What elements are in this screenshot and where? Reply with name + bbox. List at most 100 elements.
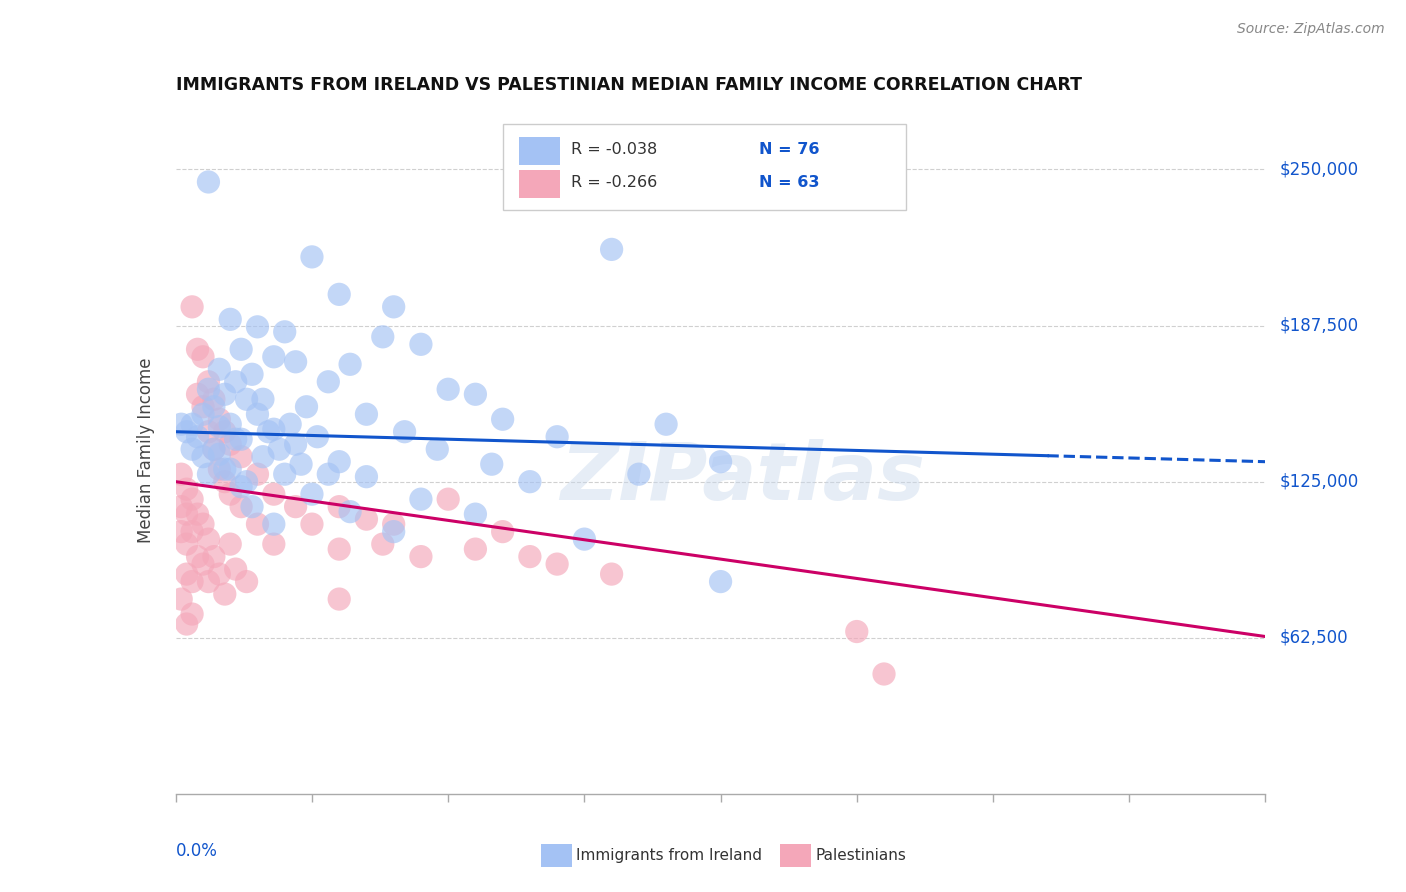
Point	[519, 475, 541, 489]
Point	[181, 300, 204, 314]
Point	[202, 400, 225, 414]
Text: 0.0%: 0.0%	[176, 842, 218, 860]
Point	[600, 243, 623, 257]
Point	[328, 455, 350, 469]
Point	[219, 437, 242, 451]
Point	[181, 574, 204, 589]
Point	[252, 392, 274, 407]
Point	[845, 624, 868, 639]
Point	[252, 450, 274, 464]
Point	[274, 325, 297, 339]
Point	[318, 375, 340, 389]
Point	[214, 462, 236, 476]
Point	[219, 487, 242, 501]
Point	[274, 467, 297, 482]
Text: $187,500: $187,500	[1279, 317, 1358, 334]
Point	[356, 407, 378, 421]
Point	[197, 425, 219, 439]
Point	[328, 592, 350, 607]
Point	[208, 447, 231, 461]
Text: ZIPatlas: ZIPatlas	[560, 439, 925, 517]
Point	[231, 480, 253, 494]
Text: N = 76: N = 76	[759, 142, 820, 157]
Point	[186, 343, 209, 357]
Point	[246, 319, 269, 334]
Text: $125,000: $125,000	[1279, 473, 1358, 491]
Point	[202, 392, 225, 407]
Point	[176, 425, 198, 439]
Point	[181, 442, 204, 457]
Point	[246, 467, 269, 482]
Point	[546, 430, 568, 444]
Point	[176, 537, 198, 551]
Point	[437, 492, 460, 507]
Point	[176, 617, 198, 632]
Point	[600, 567, 623, 582]
Point	[235, 475, 257, 489]
Point	[208, 412, 231, 426]
Text: Palestinians: Palestinians	[815, 848, 907, 863]
Point	[464, 387, 486, 401]
Point	[170, 500, 193, 514]
Point	[356, 512, 378, 526]
Point	[170, 524, 193, 539]
Text: R = -0.038: R = -0.038	[571, 142, 658, 157]
Point	[235, 574, 257, 589]
Point	[263, 487, 285, 501]
Text: Source: ZipAtlas.com: Source: ZipAtlas.com	[1237, 22, 1385, 37]
Point	[235, 392, 257, 407]
Point	[214, 387, 236, 401]
Point	[208, 362, 231, 376]
Point	[225, 432, 247, 446]
Point	[328, 287, 350, 301]
Point	[710, 574, 733, 589]
Point	[371, 537, 394, 551]
Point	[873, 667, 896, 681]
Point	[437, 382, 460, 396]
Point	[710, 455, 733, 469]
Point	[170, 592, 193, 607]
Point	[382, 517, 405, 532]
Text: $62,500: $62,500	[1279, 629, 1348, 647]
Point	[263, 350, 285, 364]
Point	[328, 542, 350, 557]
Point	[240, 500, 263, 514]
Point	[231, 343, 253, 357]
Point	[492, 524, 515, 539]
Point	[231, 500, 253, 514]
Point	[219, 462, 242, 476]
Point	[181, 607, 204, 621]
Point	[263, 537, 285, 551]
Point	[214, 587, 236, 601]
Point	[191, 557, 214, 571]
Point	[382, 524, 405, 539]
Point	[301, 517, 323, 532]
Point	[284, 355, 307, 369]
Point	[197, 532, 219, 546]
Point	[627, 467, 650, 482]
Point	[208, 462, 231, 476]
Point	[176, 567, 198, 582]
Point	[574, 532, 596, 546]
Point	[191, 350, 214, 364]
Point	[464, 542, 486, 557]
Point	[409, 337, 432, 351]
Point	[290, 457, 312, 471]
Text: R = -0.266: R = -0.266	[571, 175, 658, 190]
Point	[356, 469, 378, 483]
Point	[186, 387, 209, 401]
Point	[191, 400, 214, 414]
Point	[219, 312, 242, 326]
Point	[284, 500, 307, 514]
FancyBboxPatch shape	[519, 136, 561, 165]
Point	[409, 549, 432, 564]
Point	[301, 250, 323, 264]
Point	[191, 450, 214, 464]
Point	[170, 467, 193, 482]
Point	[225, 375, 247, 389]
Point	[186, 430, 209, 444]
Point	[240, 368, 263, 382]
Point	[202, 442, 225, 457]
Y-axis label: Median Family Income: Median Family Income	[136, 358, 155, 543]
Text: $250,000: $250,000	[1279, 161, 1358, 178]
